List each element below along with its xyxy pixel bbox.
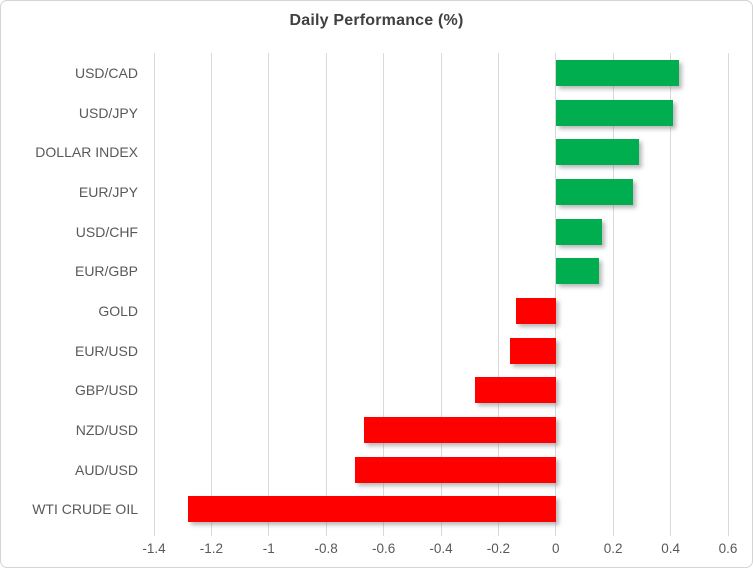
bar-eur-jpy [555, 178, 634, 205]
gridline [440, 53, 442, 536]
plot-area: -1.4 -1.2 -1 -0.8 -0.6 -0.4 -0.2 0 0.2 0.4 0.6 [142, 53, 737, 556]
bar-eur-gbp [555, 258, 599, 285]
category-label: USD/CAD [74, 64, 138, 81]
gridline [555, 53, 557, 536]
gridline [383, 53, 385, 536]
x-tick-label: -0.4 [429, 541, 453, 556]
x-tick-label: -1.2 [199, 541, 224, 556]
category-axis: USD/CAD USD/JPY DOLLAR INDEX EUR/JPY USD/CHF… [1, 53, 138, 529]
category-label: USD/CHF [75, 223, 138, 240]
x-tick-label: -0.8 [314, 541, 338, 556]
x-tick-label: 0.2 [603, 541, 623, 556]
category-label: GBP/USD [74, 382, 138, 399]
category-label: NZD/USD [75, 421, 138, 438]
bar-gold [515, 297, 556, 324]
bar-dollar-index [555, 139, 640, 166]
bar-gbp-usd [475, 377, 556, 404]
category-label: GOLD [98, 302, 138, 319]
gridline [210, 53, 212, 536]
gridline [670, 53, 672, 536]
category-label: DOLLAR INDEX [35, 144, 138, 161]
category-label: AUD/USD [74, 461, 138, 478]
bar-usd-cad [555, 59, 680, 86]
category-label: EUR/USD [74, 342, 138, 359]
gridline [153, 53, 155, 536]
x-tick-label: -1.4 [142, 541, 166, 556]
category-label: WTI CRUDE OIL [32, 501, 138, 518]
chart-title: Daily Performance (%) [289, 12, 464, 29]
gridline [325, 53, 327, 536]
bar-aud-usd [354, 456, 556, 483]
gridline [268, 53, 270, 536]
bar-nzd-usd [363, 416, 556, 443]
bar-eur-usd [509, 337, 556, 364]
x-tick-label: -1 [262, 541, 275, 556]
bar-usd-chf [555, 218, 602, 245]
gridline [727, 53, 729, 536]
x-tick-label: -0.2 [486, 541, 511, 556]
x-tick-label: -0.6 [371, 541, 396, 556]
bar-usd-jpy [555, 99, 674, 126]
category-label: USD/JPY [78, 104, 138, 121]
x-tick-label: 0 [552, 541, 560, 556]
bar-wti-crude-oil [188, 496, 556, 523]
x-tick-label: 0.4 [661, 541, 680, 556]
category-label: EUR/JPY [78, 183, 138, 200]
category-label: EUR/GBP [74, 263, 138, 280]
gridline [612, 53, 614, 536]
x-tick-label: 0.6 [718, 541, 738, 556]
gridline [497, 53, 499, 536]
